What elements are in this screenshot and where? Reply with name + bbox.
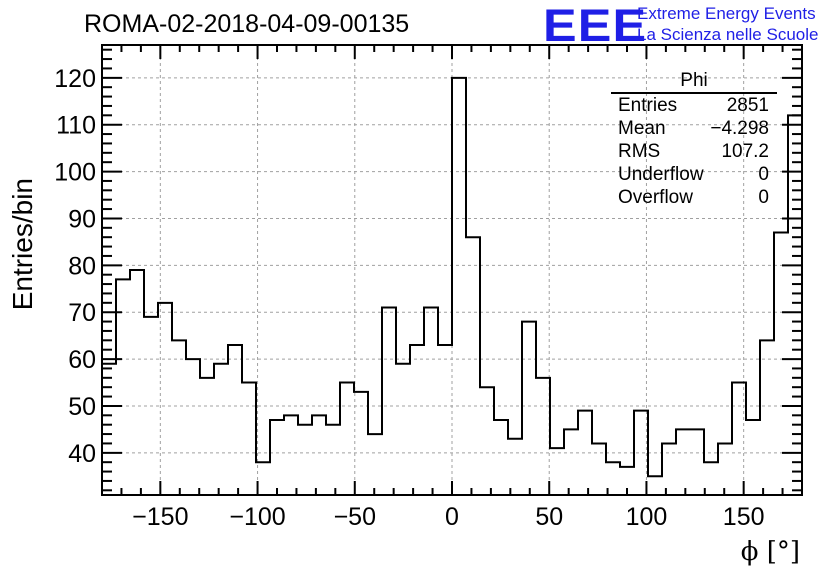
y-tick-label: 70	[68, 299, 96, 327]
plot-title: ROMA-02-2018-04-09-00135	[84, 10, 410, 38]
stats-value: 0	[758, 164, 769, 185]
x-tick-label: 50	[535, 503, 563, 531]
y-tick-label: 50	[68, 393, 96, 421]
stats-label: RMS	[618, 141, 661, 162]
stats-row: Entries 2851	[611, 94, 777, 117]
x-tick-label: 0	[445, 503, 459, 531]
y-tick-label: 60	[68, 346, 96, 374]
stats-row: RMS 107.2	[611, 140, 777, 163]
x-tick-label: −50	[334, 503, 376, 531]
stats-value: −4.298	[710, 118, 769, 139]
y-tick-label: 90	[68, 205, 96, 233]
stats-label: Underflow	[618, 164, 704, 185]
eee-logo: EEE	[543, 0, 648, 51]
x-tick-label: 150	[723, 503, 765, 531]
stats-row: Overflow 0	[611, 186, 777, 209]
stats-box: Phi Entries 2851 Mean −4.298 RMS 107.2 U…	[611, 70, 777, 209]
axis-ticks	[101, 45, 803, 495]
y-tick-label: 100	[54, 159, 96, 187]
stats-label: Entries	[618, 95, 678, 116]
stats-title: Phi	[611, 70, 777, 94]
stats-value: 107.2	[721, 141, 769, 162]
y-tick-label: 120	[54, 65, 96, 93]
y-tick-labels: 40 50 60 70 80 90 100 110 120	[54, 65, 96, 468]
histogram-series	[102, 76, 802, 478]
stats-value: 2851	[726, 95, 769, 116]
x-tick-label: 100	[626, 503, 668, 531]
x-tick-label: −150	[132, 503, 188, 531]
logo-tagline-1: Extreme Energy Events	[637, 4, 816, 23]
stats-label: Mean	[618, 118, 666, 139]
stats-row: Mean −4.298	[611, 117, 777, 140]
y-tick-label: 110	[56, 112, 96, 140]
y-tick-label: 40	[68, 440, 96, 468]
stats-label: Overflow	[618, 187, 693, 208]
y-tick-label: 80	[68, 252, 96, 280]
x-tick-labels: −150 −100 −50 0 50 100 150	[132, 503, 764, 531]
logo-tagline-2: La Scienza nelle Scuole	[637, 25, 819, 44]
stats-row: Underflow 0	[611, 163, 777, 186]
x-tick-label: −100	[229, 503, 285, 531]
x-axis-label: ϕ [°]	[741, 537, 800, 567]
stats-value: 0	[758, 187, 769, 208]
y-axis-label: Entries/bin	[7, 178, 38, 310]
